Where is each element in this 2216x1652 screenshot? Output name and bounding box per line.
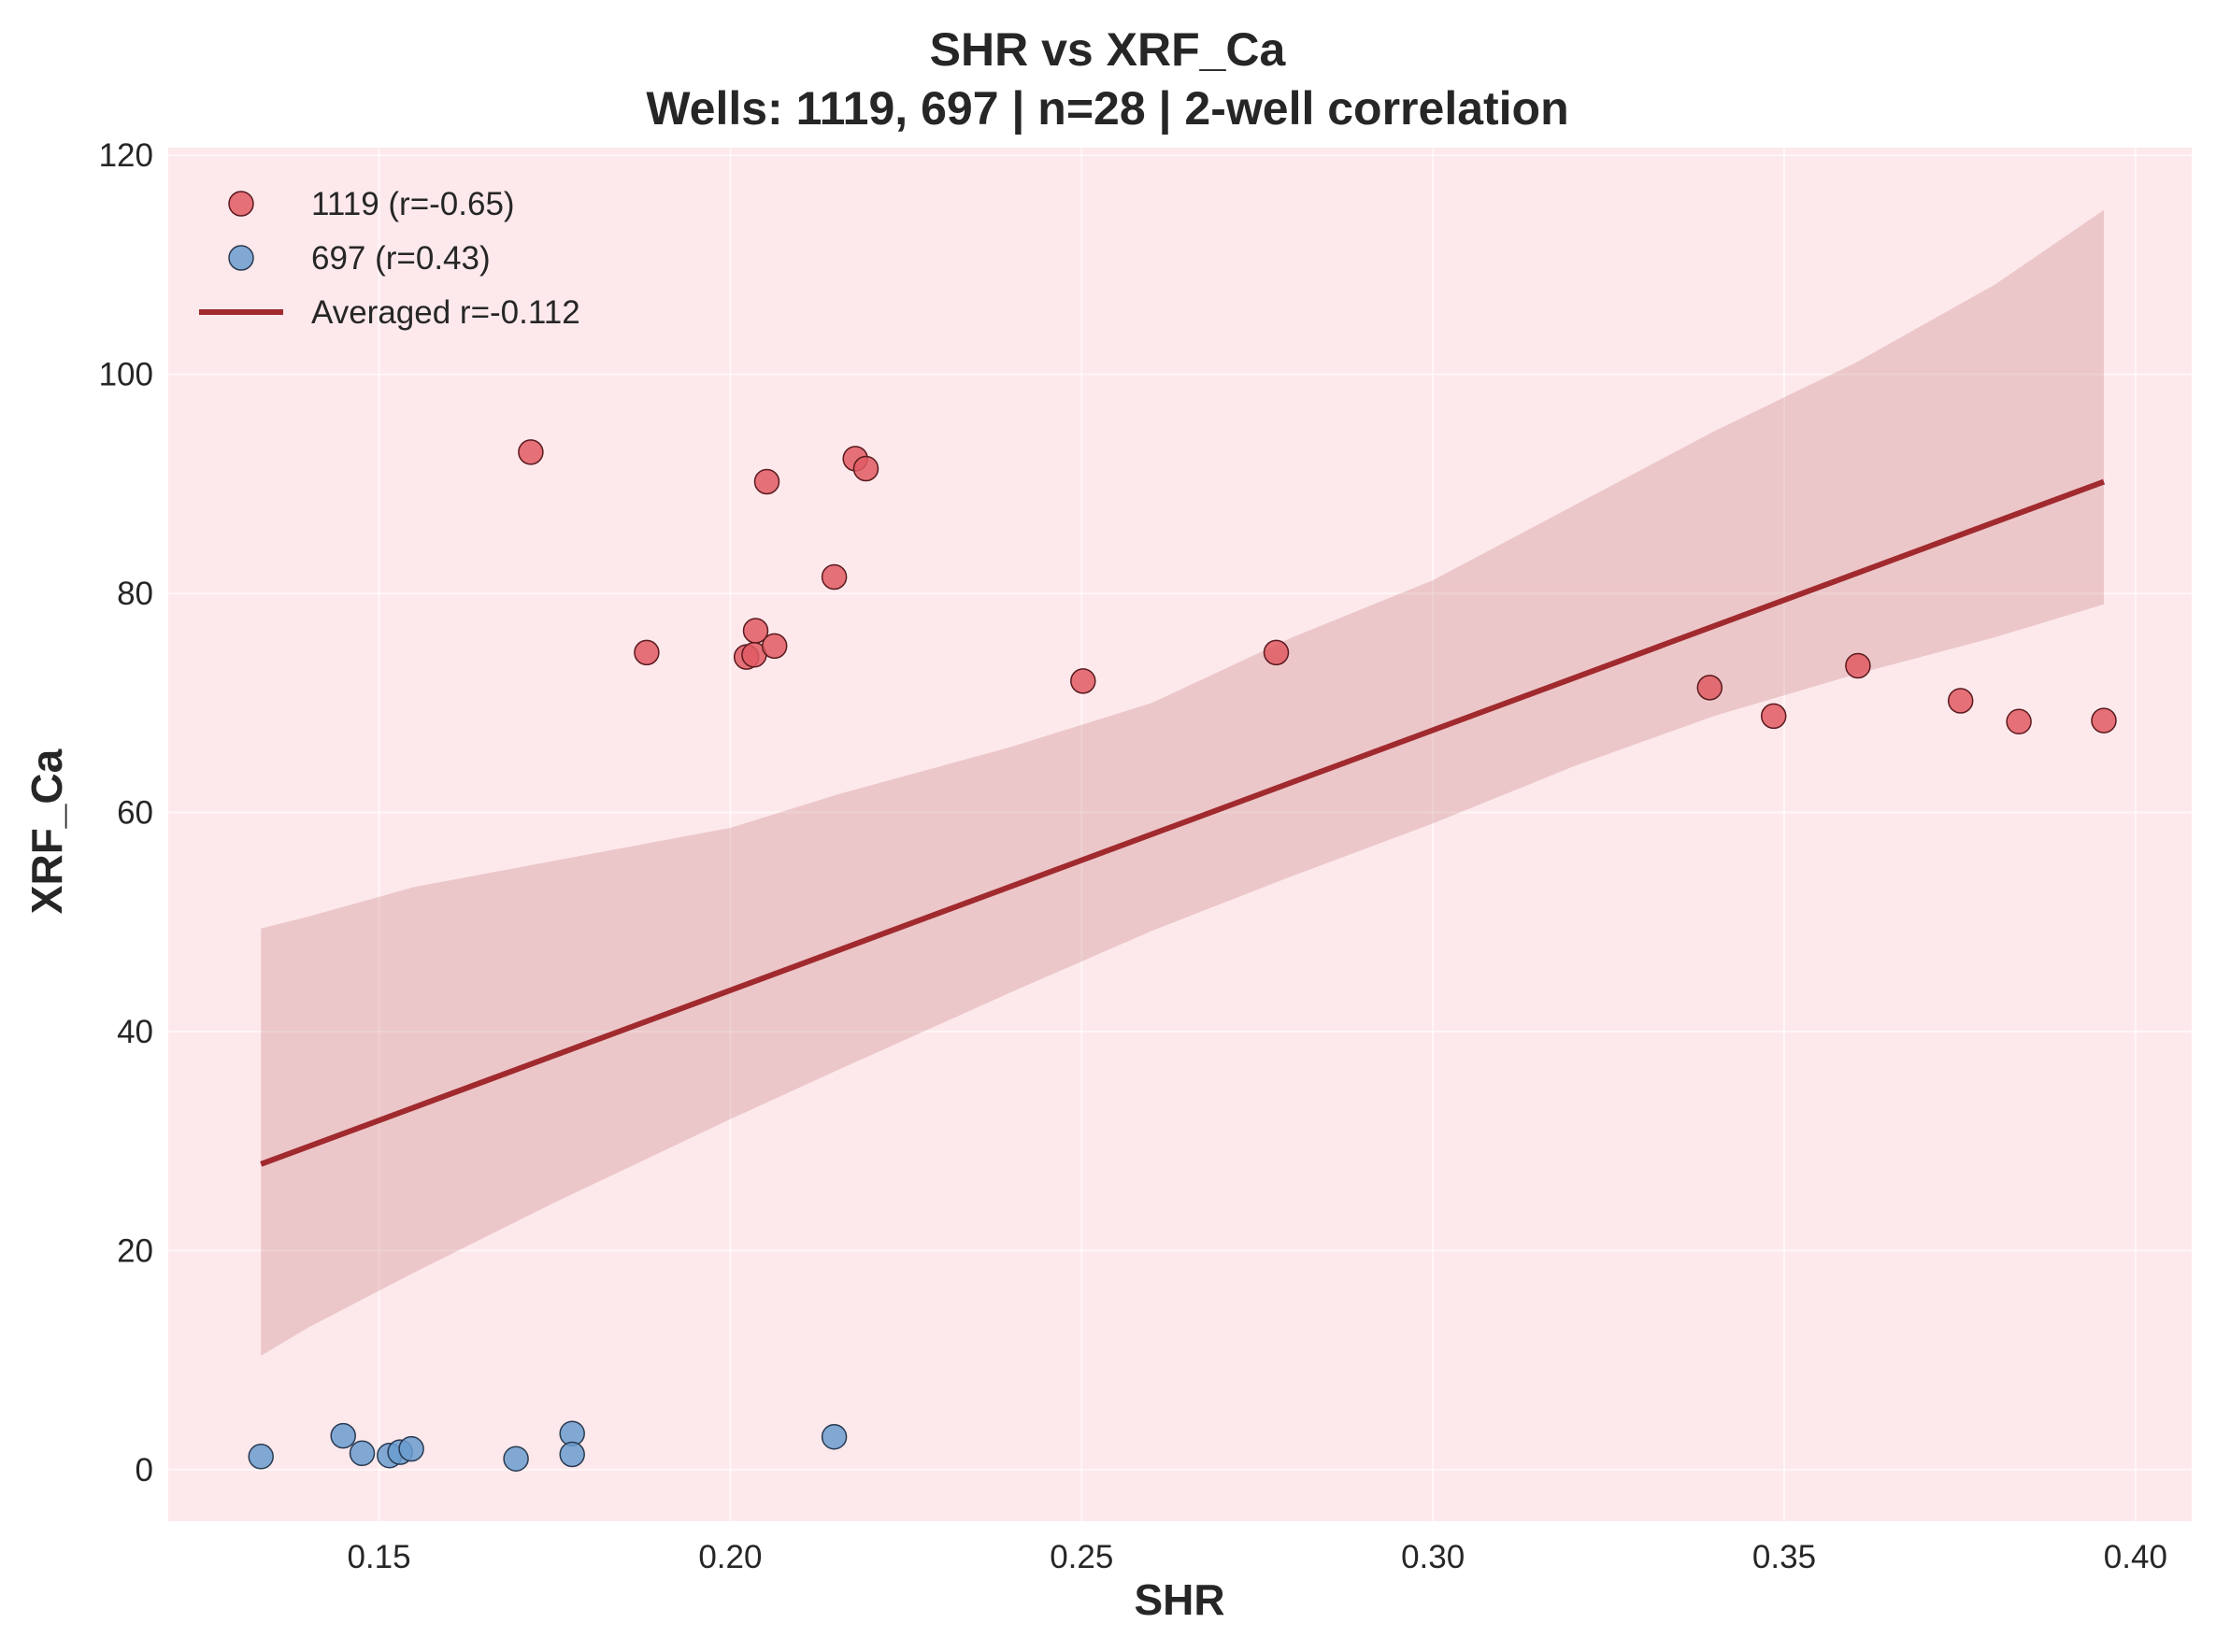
point-1119 <box>1696 675 1723 701</box>
legend: 1119 (r=-0.65) 697 (r=0.43) Averaged r=-… <box>199 186 580 331</box>
y-tick-label: 40 <box>117 1014 153 1050</box>
y-tick-label: 80 <box>117 576 153 612</box>
regression-line <box>260 478 2106 1167</box>
point-1119 <box>518 439 544 465</box>
point-697 <box>503 1446 529 1472</box>
x-axis-label: SHR <box>1134 1575 1224 1624</box>
x-tick-label: 0.35 <box>1752 1539 1816 1575</box>
x-tick-label: 0.25 <box>1050 1539 1113 1575</box>
grid-lines <box>168 148 2192 1521</box>
point-1119 <box>634 639 660 666</box>
point-1119 <box>1070 668 1096 694</box>
point-697 <box>330 1422 356 1449</box>
legend-label-averaged: Averaged r=-0.112 <box>311 294 580 331</box>
legend-label-697: 697 (r=0.43) <box>311 240 491 277</box>
confidence-band <box>261 209 2105 1356</box>
plot-background <box>168 148 2192 1521</box>
legend-marker-1119 <box>228 191 254 217</box>
x-tick-label: 0.40 <box>2104 1539 2167 1575</box>
point-1119 <box>852 455 879 482</box>
chart-title: SHR vs XRF_Ca <box>930 23 1287 76</box>
point-1119 <box>761 633 788 660</box>
legend-marker-697 <box>228 245 254 271</box>
point-1119 <box>1947 688 1974 714</box>
y-tick-label: 60 <box>117 795 153 832</box>
y-axis-label: XRF_Ca <box>22 748 71 914</box>
y-tick-label: 20 <box>117 1232 153 1269</box>
point-1119 <box>821 563 848 591</box>
y-tick-label: 0 <box>136 1452 153 1488</box>
chart-subtitle: Wells: 1119, 697 | n=28 | 2-well correla… <box>646 82 1568 135</box>
point-1119 <box>1263 639 1290 666</box>
legend-label-1119: 1119 (r=-0.65) <box>311 186 515 222</box>
point-697 <box>559 1441 585 1468</box>
point-697 <box>248 1444 274 1470</box>
point-1119 <box>2091 707 2117 733</box>
x-tick-label: 0.15 <box>347 1539 410 1575</box>
point-697 <box>821 1423 848 1450</box>
point-697 <box>398 1435 424 1462</box>
tick-labels: 0.15 0.20 0.25 0.30 0.35 0.40 0 20 40 60 80 100 120 <box>99 137 2167 1575</box>
point-1119 <box>742 618 769 644</box>
data-points <box>248 439 2117 1472</box>
x-tick-label: 0.20 <box>698 1539 762 1575</box>
y-tick-label: 120 <box>99 137 153 174</box>
point-1119 <box>1845 652 1871 679</box>
point-1119 <box>1760 703 1787 730</box>
point-1119 <box>753 468 780 495</box>
point-1119 <box>2006 708 2032 735</box>
y-tick-label: 100 <box>99 357 153 393</box>
x-tick-label: 0.30 <box>1401 1539 1465 1575</box>
point-697 <box>349 1440 376 1467</box>
